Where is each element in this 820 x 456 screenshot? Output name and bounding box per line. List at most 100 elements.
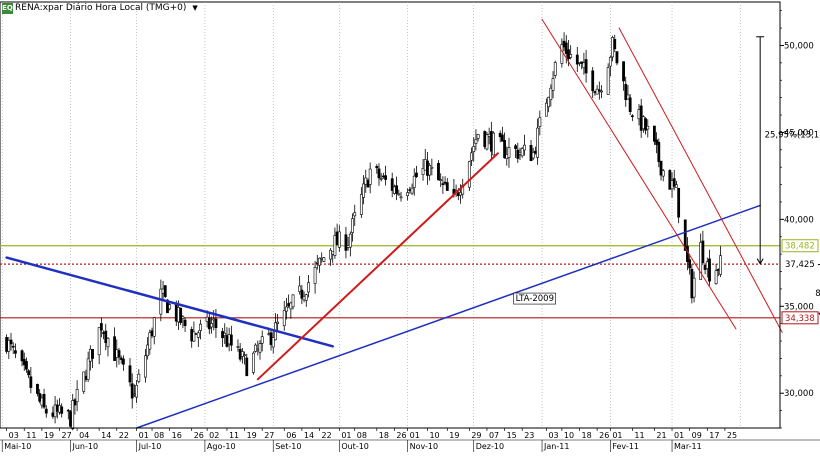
- candle-body: [551, 78, 555, 91]
- candle-body: [205, 316, 209, 322]
- candle-body: [399, 196, 403, 199]
- x-day-label: 04: [79, 431, 89, 440]
- chart-header[interactable]: EQ RENA:xpar Diário Hora Local (TMG+0) ▼: [2, 1, 198, 15]
- candle-body: [192, 331, 196, 342]
- logo-badge: EQ: [2, 2, 13, 14]
- candle-body: [322, 257, 326, 262]
- candle-body: [705, 261, 709, 269]
- x-day-label: 01: [341, 431, 351, 440]
- candle-body: [351, 218, 354, 233]
- candle-body: [135, 384, 139, 398]
- candle-body: [507, 147, 511, 158]
- candle-body: [708, 258, 711, 282]
- candle-body: [282, 310, 286, 326]
- candle-body: [580, 61, 584, 64]
- x-day-label: 26: [194, 431, 204, 440]
- candle-body: [133, 393, 136, 396]
- x-day-label: 09: [692, 431, 702, 440]
- candle-body: [42, 393, 46, 408]
- trendline-LTA-2009: [135, 204, 761, 429]
- candle-body: [375, 166, 379, 169]
- trendline-red-uptrend: [256, 152, 499, 381]
- candle-body: [27, 370, 31, 376]
- candle-body: [562, 40, 566, 48]
- candle-body: [113, 336, 116, 361]
- candle-body: [582, 62, 586, 69]
- candle-body: [7, 340, 11, 352]
- candle-body: [553, 62, 557, 76]
- candle-body: [670, 180, 674, 190]
- x-day-label: 07: [489, 431, 499, 440]
- candle-body: [102, 332, 105, 334]
- candle-body: [146, 344, 150, 357]
- candle-body: [210, 323, 213, 328]
- candle-body: [591, 70, 595, 92]
- candle-body: [337, 231, 341, 248]
- candle-body: [320, 257, 324, 260]
- candle-body: [344, 234, 348, 251]
- candle-body: [254, 344, 257, 352]
- candle-body: [207, 317, 211, 330]
- candle-body: [285, 306, 288, 312]
- candle-body: [597, 89, 601, 92]
- plot-frame: [0, 1, 781, 429]
- candle-body: [661, 170, 665, 177]
- candle-body: [637, 109, 641, 120]
- x-day-label: 10: [564, 431, 574, 440]
- candle-body: [644, 118, 647, 131]
- candle-body: [152, 317, 156, 337]
- candle-body: [40, 397, 44, 406]
- x-day-label: 27: [61, 431, 71, 440]
- candle-body: [538, 117, 542, 127]
- candle-body: [14, 350, 17, 354]
- x-day-label: 03: [548, 431, 558, 440]
- candle-body: [503, 140, 506, 159]
- candle-body: [258, 343, 262, 353]
- candle-body: [641, 116, 645, 130]
- candle-body: [20, 350, 24, 362]
- level-tag-label: 38,482: [785, 242, 815, 252]
- candle-body: [498, 132, 502, 138]
- candle-body: [624, 84, 628, 101]
- candle-body: [575, 54, 579, 65]
- candle-body: [531, 152, 535, 159]
- x-day-label: 16: [172, 431, 182, 440]
- candle-body: [271, 337, 275, 348]
- x-day-label: 17: [709, 431, 719, 440]
- trendline-channel-lower: [618, 27, 783, 333]
- candle-body: [91, 349, 94, 359]
- candle-body: [196, 332, 200, 338]
- candle-body: [335, 231, 339, 246]
- candle-body: [69, 411, 72, 427]
- candle-body: [163, 285, 167, 297]
- candle-body: [289, 302, 293, 310]
- x-month-label: Nov-10: [410, 442, 438, 451]
- candle-body: [441, 183, 445, 185]
- candle-body: [179, 307, 183, 323]
- candle-body: [144, 355, 147, 378]
- x-day-label: 10: [429, 431, 439, 440]
- x-month-label: Mar-11: [674, 442, 702, 451]
- candle-body: [487, 133, 491, 137]
- candle-body: [545, 102, 548, 117]
- candle-body: [675, 184, 678, 188]
- candle-body: [426, 160, 429, 176]
- candle-body: [58, 405, 61, 413]
- candle-body: [22, 358, 26, 366]
- candle-body: [412, 175, 416, 188]
- candle-body: [397, 193, 401, 196]
- caret-down-icon[interactable]: ▼: [192, 4, 198, 12]
- candle-body: [393, 186, 396, 194]
- candle-body: [99, 323, 103, 331]
- candle-body: [194, 333, 198, 335]
- candle-body: [692, 277, 696, 298]
- candle-body: [459, 192, 462, 196]
- candle-body: [485, 134, 489, 150]
- candle-body: [606, 67, 610, 95]
- x-day-label: 27: [264, 431, 274, 440]
- y-tick-label: 35,000: [784, 302, 814, 312]
- candle-body: [9, 339, 13, 345]
- x-day-label: 03: [9, 431, 19, 440]
- candle-body: [536, 127, 540, 158]
